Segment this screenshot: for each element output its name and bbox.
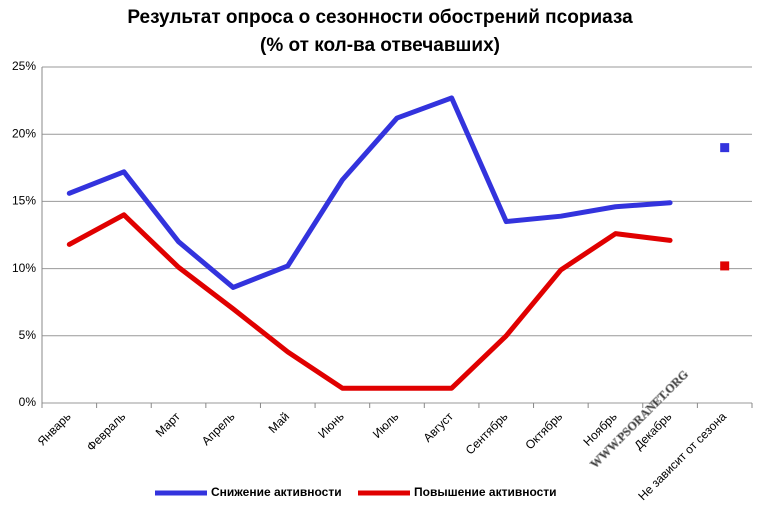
x-tick-label: Февраль bbox=[84, 409, 128, 453]
point-marker bbox=[720, 143, 730, 153]
x-tick-label: Июль bbox=[370, 409, 402, 441]
y-tick-label: 10% bbox=[12, 261, 36, 275]
y-tick-label: 0% bbox=[19, 395, 37, 409]
x-tick-label: Январь bbox=[35, 409, 74, 448]
series-line bbox=[66, 95, 673, 290]
y-tick-label: 5% bbox=[19, 328, 37, 342]
x-tick-label: Июнь bbox=[315, 409, 346, 440]
chart-subtitle: (% от кол-ва отвечавших) bbox=[260, 35, 500, 56]
x-tick-label: Август bbox=[421, 409, 457, 445]
x-tick-label: Март bbox=[153, 409, 184, 440]
x-tick-label: Апрель bbox=[199, 409, 238, 448]
point-marker bbox=[720, 261, 730, 271]
legend-label: Снижение активности bbox=[211, 485, 342, 499]
chart-title: Результат опроса о сезонности обострений… bbox=[127, 7, 633, 28]
y-tick-label: 25% bbox=[12, 59, 36, 73]
y-tick-label: 20% bbox=[12, 126, 36, 140]
y-tick-label: 15% bbox=[12, 194, 36, 208]
x-tick-label: Сентябрь bbox=[463, 409, 511, 457]
legend-label: Повышение активности bbox=[414, 485, 557, 499]
series-line bbox=[66, 212, 673, 391]
x-tick-label: Май bbox=[266, 409, 293, 436]
x-tick-label: Октябрь bbox=[522, 409, 565, 452]
